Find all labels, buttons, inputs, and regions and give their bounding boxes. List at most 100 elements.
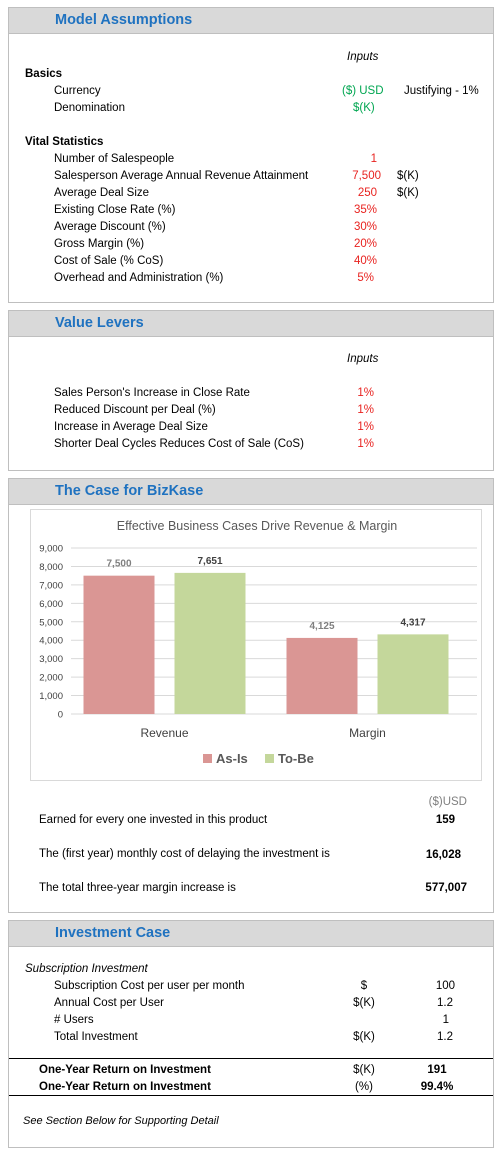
- case-row-value: 159: [435, 814, 455, 826]
- vital-label: Gross Margin (%): [54, 238, 145, 250]
- investment-row-label: Subscription Cost per user per month: [54, 980, 245, 992]
- investment-row-label: Annual Cost per User: [54, 997, 164, 1009]
- lever-value[interactable]: 1%: [357, 438, 374, 450]
- investment-row-unit: $: [360, 980, 368, 992]
- bizkase-case-title: The Case for BizKase: [55, 483, 204, 499]
- roi-label: One-Year Return on Investment: [39, 1081, 211, 1093]
- subscription-investment-label: Subscription Investment: [25, 963, 148, 975]
- investment-row-unit: $(K): [353, 1031, 375, 1043]
- inputs-label: Inputs: [347, 353, 379, 365]
- case-row-label: The (first year) monthly cost of delayin…: [39, 848, 330, 860]
- basics-label: Basics: [25, 68, 63, 80]
- x-tick-label: Margin: [349, 726, 386, 740]
- vital-unit: $(K): [397, 170, 419, 182]
- revenue-margin-chart: Effective Business Cases Drive Revenue &…: [30, 509, 482, 781]
- currency-label: Currency: [54, 85, 101, 97]
- vital-label: Number of Salespeople: [54, 153, 175, 165]
- data-label: 7,651: [197, 556, 222, 567]
- y-tick-label: 5,000: [39, 617, 63, 628]
- lever-label: Increase in Average Deal Size: [54, 421, 208, 433]
- vital-value[interactable]: 30%: [353, 221, 377, 233]
- investment-row-value: 1.2: [437, 1031, 453, 1043]
- legend-label: To-Be: [278, 751, 314, 766]
- investment-row-value: 1.2: [437, 997, 453, 1009]
- y-tick-label: 9,000: [39, 544, 63, 555]
- vital-value[interactable]: 250: [357, 187, 377, 199]
- roi-value: 99.4%: [420, 1081, 454, 1093]
- legend-swatch: [265, 754, 274, 763]
- bar-to-be-margin: [377, 634, 449, 714]
- bar-as-is-revenue: [83, 575, 155, 714]
- investment-row-label: # Users: [54, 1014, 94, 1026]
- chart-title: Effective Business Cases Drive Revenue &…: [117, 519, 397, 533]
- investment-row-label: Total Investment: [54, 1031, 138, 1043]
- data-label: 7,500: [106, 559, 131, 570]
- vital-label: Overhead and Administration (%): [54, 272, 224, 284]
- investment-case-header: Investment Case: [9, 921, 493, 947]
- value-levers-panel: Value Levers Inputs Sales Person's Incre…: [8, 310, 494, 471]
- data-label: 4,317: [400, 617, 425, 628]
- y-tick-label: 2,000: [39, 673, 63, 684]
- roi-unit: $(K): [353, 1064, 375, 1076]
- y-tick-label: 6,000: [39, 599, 63, 610]
- vital-label: Average Discount (%): [54, 221, 166, 233]
- roi-label: One-Year Return on Investment: [39, 1064, 211, 1076]
- denomination-label: Denomination: [54, 102, 125, 114]
- value-levers-title: Value Levers: [55, 315, 144, 331]
- investment-row-value: 100: [435, 980, 455, 992]
- model-assumptions-panel: Model Assumptions Inputs Basics Currency…: [8, 7, 494, 303]
- case-row-label: Earned for every one invested in this pr…: [39, 814, 268, 826]
- vital-value[interactable]: 40%: [353, 255, 377, 267]
- case-currency-label: ($)USD: [428, 796, 467, 808]
- vital-statistics-label: Vital Statistics: [25, 136, 104, 148]
- model-assumptions-title: Model Assumptions: [55, 12, 193, 28]
- data-label: 4,125: [309, 621, 334, 632]
- vital-label: Salesperson Average Annual Revenue Attai…: [54, 170, 309, 182]
- investment-row-value: 1: [442, 1014, 449, 1026]
- vital-value[interactable]: 5%: [357, 272, 374, 284]
- y-tick-label: 4,000: [39, 636, 63, 647]
- denomination-value[interactable]: $(K): [353, 102, 375, 114]
- investment-case-panel: Investment Case Subscription Investment …: [8, 920, 494, 1148]
- model-assumptions-header: Model Assumptions: [9, 8, 493, 34]
- vital-label: Average Deal Size: [54, 187, 150, 199]
- chart-canvas: Effective Business Cases Drive Revenue &…: [39, 519, 477, 766]
- case-row-value: 16,028: [425, 849, 461, 861]
- vital-label: Cost of Sale (% CoS): [54, 255, 164, 267]
- roi-value: 191: [427, 1064, 447, 1076]
- investment-row-unit: $(K): [353, 997, 375, 1009]
- value-levers-header: Value Levers: [9, 311, 493, 337]
- lever-label: Shorter Deal Cycles Reduces Cost of Sale…: [54, 438, 304, 450]
- y-tick-label: 1,000: [39, 691, 63, 702]
- bar-to-be-revenue: [174, 572, 246, 714]
- legend-label: As-Is: [216, 751, 248, 766]
- bizkase-case-panel: The Case for BizKase Effective Business …: [8, 478, 494, 913]
- y-tick-label: 8,000: [39, 562, 63, 573]
- x-tick-label: Revenue: [140, 726, 188, 740]
- vital-value[interactable]: 35%: [353, 204, 377, 216]
- vital-value[interactable]: 7,500: [352, 170, 381, 182]
- lever-value[interactable]: 1%: [357, 421, 374, 433]
- case-row-value: 577,007: [425, 882, 467, 894]
- vital-value[interactable]: 1: [370, 153, 377, 165]
- vital-unit: $(K): [397, 187, 419, 199]
- y-tick-label: 3,000: [39, 654, 63, 665]
- lever-value[interactable]: 1%: [357, 387, 374, 399]
- vital-value[interactable]: 20%: [353, 238, 377, 250]
- case-row-label: The total three-year margin increase is: [39, 882, 236, 894]
- roi-bottom-divider: [9, 1095, 493, 1096]
- currency-value[interactable]: ($) USD: [342, 85, 384, 97]
- roi-top-divider: [9, 1058, 493, 1059]
- lever-label: Sales Person's Increase in Close Rate: [54, 387, 250, 399]
- supporting-detail-note: See Section Below for Supporting Detail: [23, 1115, 219, 1127]
- y-tick-label: 0: [58, 710, 63, 721]
- bizkase-case-header: The Case for BizKase: [9, 479, 493, 505]
- vital-label: Existing Close Rate (%): [54, 204, 176, 216]
- lever-value[interactable]: 1%: [357, 404, 374, 416]
- inputs-label: Inputs: [347, 51, 379, 63]
- legend-swatch: [203, 754, 212, 763]
- investment-case-title: Investment Case: [55, 925, 171, 941]
- y-tick-label: 7,000: [39, 580, 63, 591]
- roi-unit: (%): [355, 1081, 373, 1093]
- bar-as-is-margin: [286, 637, 358, 714]
